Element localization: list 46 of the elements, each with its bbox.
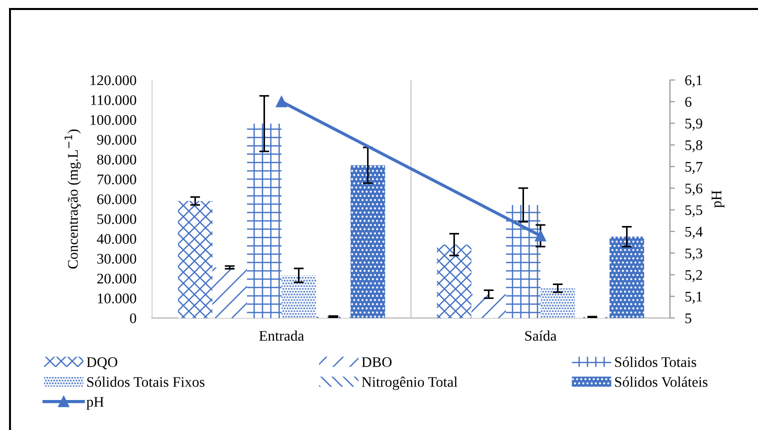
y-tick-label: 20.000: [97, 274, 136, 284]
x-tick-label: Saída: [525, 330, 556, 341]
bar: [610, 236, 644, 318]
bar: [471, 294, 506, 318]
y-axis-title: Concentração (mg.L$^{−1}$): [64, 130, 81, 269]
legend-label: pH: [86, 397, 104, 410]
bar: [506, 204, 540, 318]
y-tick-label: 60.000: [97, 194, 136, 204]
y2-axis-title: pH: [712, 190, 724, 208]
bar: [540, 288, 576, 318]
y2-tick-label: 6,1: [685, 75, 702, 88]
y2-tick-label: 5,5: [685, 205, 702, 218]
legend-label: Sólidos Totais: [615, 356, 696, 368]
y-tick-label: 30.000: [97, 254, 136, 264]
y-tick-label: 100.000: [90, 115, 136, 125]
y-tick-label: 110.000: [91, 95, 136, 106]
y2-tick-label: 5,3: [685, 248, 702, 260]
bar: [212, 267, 247, 318]
y-tick-label: 50.000: [97, 214, 136, 224]
y2-tick-label: 5: [685, 314, 692, 324]
y2-tick-label: 5,7: [685, 162, 702, 174]
bar: [282, 275, 316, 318]
y2-tick-label: 5,9: [685, 118, 702, 131]
y-tick-label: 80.000: [97, 154, 136, 165]
y-tick-label: 70.000: [98, 174, 136, 184]
y2-tick-label: 5,2: [685, 270, 702, 282]
y-tick-label: 0: [130, 313, 136, 324]
y2-tick-label: 5,6: [685, 184, 702, 196]
y-tick-label: 10.000: [98, 294, 136, 304]
legend-label: DBO: [362, 357, 392, 368]
y2-tick-label: 5,8: [685, 140, 702, 152]
bar: [178, 200, 212, 318]
legend-label: Sólidos Totais Fixos: [87, 376, 204, 387]
legend-label: Nitrogênio Total: [362, 376, 458, 390]
y2-tick-label: 6: [685, 97, 692, 107]
bar: [350, 165, 386, 318]
y2-tick-label: 5,4: [685, 226, 703, 239]
bar: [436, 244, 472, 318]
y-tick-label: 90.000: [97, 134, 136, 145]
y-tick-label: 40.000: [96, 234, 136, 244]
y-tick-label: 120.000: [90, 75, 136, 86]
legend-label: Sólidos Voláteis: [615, 376, 708, 388]
bar: [246, 124, 282, 318]
legend-label: DQO: [86, 357, 118, 370]
x-tick-label: Entrada: [259, 330, 304, 341]
y2-tick-label: 5,1: [685, 292, 702, 304]
